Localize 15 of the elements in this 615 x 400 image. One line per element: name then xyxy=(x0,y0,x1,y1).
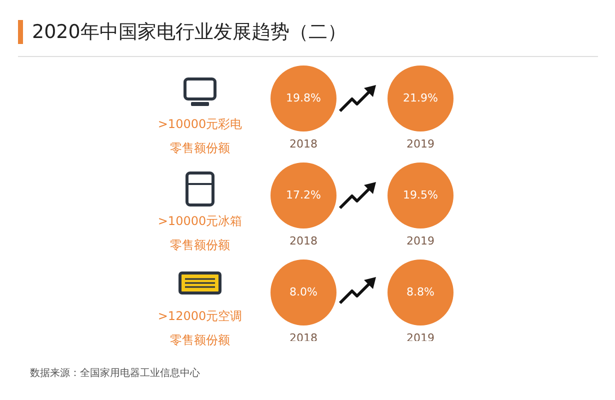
data-label: 17.2% xyxy=(286,188,321,202)
category-label: 2018 xyxy=(290,234,318,248)
text: >12000元空调零售额份额 xyxy=(156,308,244,349)
category-label: 2018 xyxy=(290,137,318,150)
data-label: 8.8% xyxy=(406,285,434,298)
text: >10000元彩电零售额份额 xyxy=(156,116,244,157)
data-label: 21.9% xyxy=(403,91,438,104)
category-label: 2019 xyxy=(406,234,434,248)
text: 2020年中国家电行业发展趋势（二） xyxy=(32,20,346,45)
source-note: 数据来源：全国家用电器工业信息中心 xyxy=(30,366,200,380)
data-label: 8.0% xyxy=(290,285,318,298)
data-label: 19.8% xyxy=(286,91,321,104)
text: >10000元冰箱零售额份额 xyxy=(156,213,244,254)
data-label: 19.5% xyxy=(403,188,438,202)
category-label: 2019 xyxy=(406,137,434,150)
